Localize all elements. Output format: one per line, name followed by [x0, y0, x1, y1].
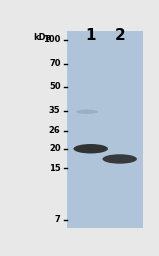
Ellipse shape: [102, 154, 137, 164]
Ellipse shape: [73, 144, 108, 154]
Text: 50: 50: [49, 82, 61, 91]
Text: 26: 26: [49, 126, 61, 135]
Text: kDa: kDa: [33, 33, 51, 42]
Text: 35: 35: [49, 106, 61, 115]
Text: 1: 1: [86, 28, 96, 43]
Ellipse shape: [76, 110, 98, 114]
Text: 2: 2: [114, 28, 125, 43]
Text: 70: 70: [49, 59, 61, 68]
Text: 7: 7: [55, 216, 61, 225]
FancyBboxPatch shape: [67, 31, 143, 228]
Text: 20: 20: [49, 144, 61, 153]
Text: 15: 15: [49, 164, 61, 173]
Text: 100: 100: [43, 35, 61, 44]
